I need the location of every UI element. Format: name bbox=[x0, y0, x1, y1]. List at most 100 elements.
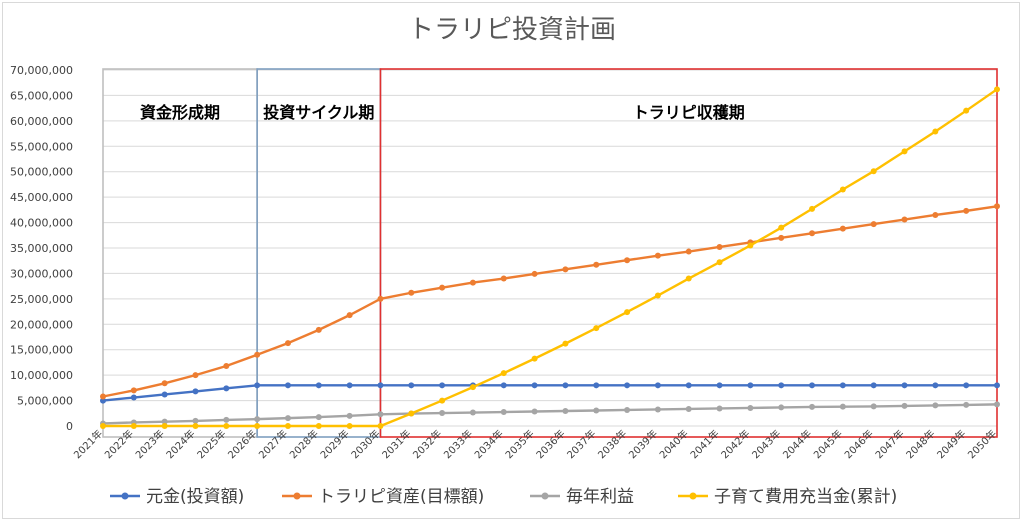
y-tick-label: 40,000,000 bbox=[10, 217, 73, 230]
data-point bbox=[531, 382, 538, 389]
data-point bbox=[747, 404, 754, 411]
x-tick-label: 2032年 bbox=[410, 427, 444, 461]
data-point bbox=[963, 107, 970, 114]
x-tick-label: 2022年 bbox=[102, 427, 136, 461]
x-tick-label: 2024年 bbox=[163, 427, 197, 461]
data-point bbox=[531, 408, 538, 415]
data-point bbox=[932, 382, 939, 389]
data-point bbox=[161, 380, 168, 387]
data-point bbox=[130, 423, 137, 429]
data-point bbox=[593, 407, 600, 414]
data-point bbox=[284, 340, 291, 347]
x-tick-label: 2045年 bbox=[811, 427, 845, 461]
data-point bbox=[747, 382, 754, 389]
data-point bbox=[439, 410, 446, 417]
y-tick-label: 35,000,000 bbox=[10, 242, 73, 255]
x-tick-label: 2028年 bbox=[287, 427, 321, 461]
data-point bbox=[284, 382, 291, 389]
data-point bbox=[870, 168, 877, 175]
x-tick-label: 2041年 bbox=[687, 427, 721, 461]
data-point bbox=[377, 382, 384, 389]
data-point bbox=[809, 205, 816, 212]
legend-label: 毎年利益 bbox=[566, 487, 634, 507]
data-point bbox=[839, 186, 846, 193]
data-point bbox=[716, 382, 723, 389]
data-point bbox=[839, 403, 846, 410]
data-point bbox=[161, 418, 168, 425]
series-line bbox=[102, 384, 997, 402]
data-point bbox=[130, 394, 137, 401]
data-point bbox=[408, 410, 415, 417]
y-tick-label: 70,000,000 bbox=[10, 64, 73, 77]
data-point bbox=[531, 270, 538, 277]
data-point bbox=[254, 351, 261, 358]
x-tick-label: 2033年 bbox=[441, 427, 475, 461]
legend-marker bbox=[541, 492, 549, 500]
y-tick-label: 45,000,000 bbox=[10, 191, 73, 204]
data-point bbox=[192, 388, 199, 395]
data-point bbox=[223, 423, 230, 429]
data-point bbox=[439, 397, 446, 404]
legend-marker bbox=[689, 492, 697, 500]
region-box bbox=[102, 68, 258, 438]
data-point bbox=[654, 406, 661, 413]
data-point bbox=[624, 406, 631, 413]
data-point bbox=[593, 261, 600, 268]
data-point bbox=[685, 248, 692, 255]
x-tick-label: 2037年 bbox=[564, 427, 598, 461]
x-tick-label: 2048年 bbox=[903, 427, 937, 461]
data-point bbox=[562, 407, 569, 414]
x-tick-label: 2046年 bbox=[842, 427, 876, 461]
data-point bbox=[809, 230, 816, 237]
y-tick-label: 5,000,000 bbox=[17, 395, 73, 408]
data-point bbox=[500, 370, 507, 377]
data-point bbox=[223, 416, 230, 423]
data-point bbox=[963, 382, 970, 389]
y-tick-label: 55,000,000 bbox=[10, 140, 73, 153]
data-point bbox=[254, 382, 261, 389]
region-label: 資金形成期 bbox=[140, 103, 220, 122]
x-tick-label: 2034年 bbox=[472, 427, 506, 461]
data-point bbox=[377, 423, 384, 429]
data-point bbox=[315, 423, 322, 429]
x-tick-label: 2030年 bbox=[348, 427, 382, 461]
data-point bbox=[562, 382, 569, 389]
data-point bbox=[932, 211, 939, 218]
data-point bbox=[161, 391, 168, 398]
data-point bbox=[346, 423, 353, 429]
gridlines bbox=[103, 69, 997, 427]
data-point bbox=[994, 382, 1000, 389]
data-point bbox=[100, 423, 106, 429]
y-tick-label: 20,000,000 bbox=[10, 318, 73, 331]
data-point bbox=[685, 405, 692, 412]
legend-marker bbox=[293, 492, 301, 500]
data-point bbox=[870, 221, 877, 228]
x-tick-label: 2021年 bbox=[71, 427, 105, 461]
data-point bbox=[685, 382, 692, 389]
data-point bbox=[963, 207, 970, 214]
data-point bbox=[284, 415, 291, 422]
x-tick-label: 2039年 bbox=[626, 427, 660, 461]
data-point bbox=[223, 362, 230, 369]
data-point bbox=[439, 382, 446, 389]
data-point bbox=[593, 382, 600, 389]
data-point bbox=[192, 372, 199, 379]
data-point bbox=[654, 252, 661, 259]
data-point bbox=[994, 203, 1000, 210]
data-point bbox=[192, 423, 199, 429]
data-point bbox=[192, 417, 199, 424]
series-line bbox=[102, 403, 998, 425]
data-point bbox=[624, 382, 631, 389]
data-point bbox=[963, 401, 970, 408]
y-tick-label: 60,000,000 bbox=[10, 115, 73, 128]
data-point bbox=[901, 148, 908, 155]
x-tick-label: 2027年 bbox=[256, 427, 290, 461]
series-lines bbox=[100, 86, 1000, 429]
legend-label: 元金(投資額) bbox=[146, 487, 244, 507]
x-tick-label: 2023年 bbox=[133, 427, 167, 461]
data-point bbox=[408, 289, 415, 296]
x-tick-label: 2038年 bbox=[595, 427, 629, 461]
data-point bbox=[531, 355, 538, 362]
x-tick-label: 2029年 bbox=[317, 427, 351, 461]
